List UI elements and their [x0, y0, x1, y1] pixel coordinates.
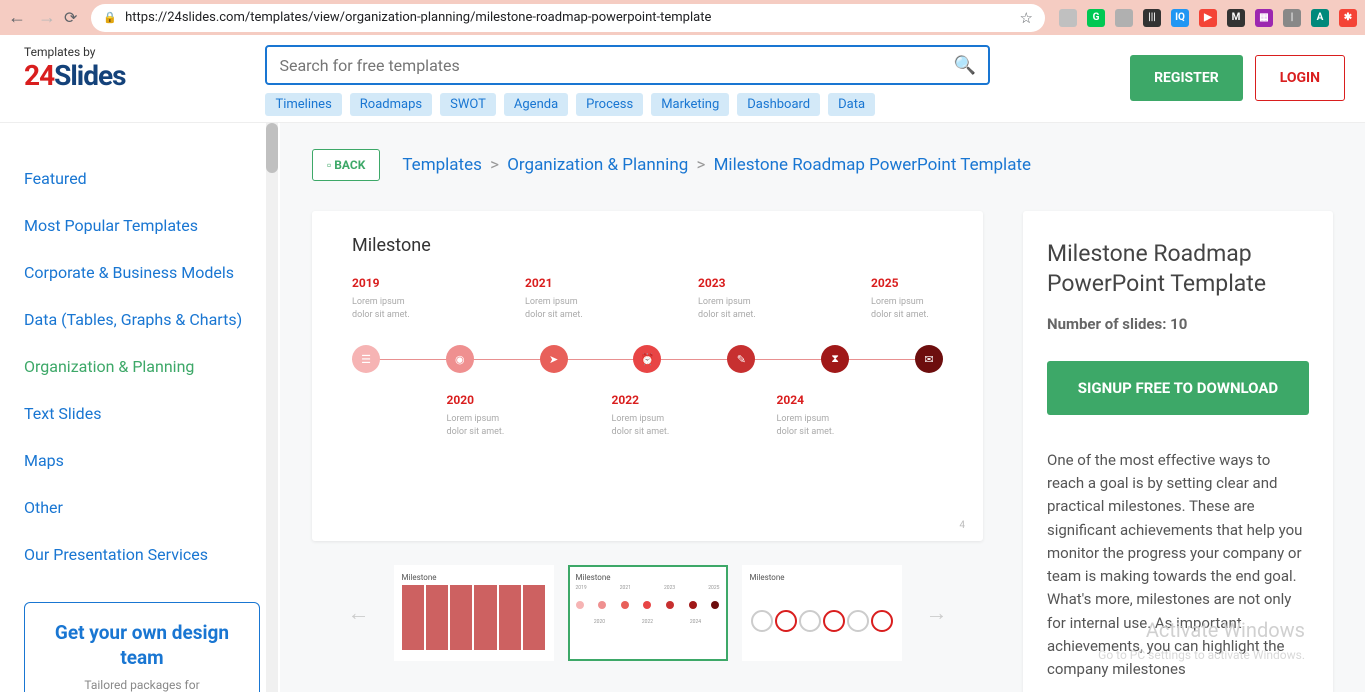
reload-icon[interactable]: ⟳: [64, 8, 77, 27]
timeline-dot-icon: ➤: [540, 345, 568, 373]
search-icon[interactable]: 🔍: [954, 55, 976, 76]
timeline-dot-icon: ◉: [446, 345, 474, 373]
filter-tag[interactable]: Marketing: [651, 93, 729, 116]
back-button[interactable]: ▫ BACK: [312, 149, 380, 181]
extension-icon[interactable]: M: [1227, 9, 1245, 27]
carousel-prev-icon[interactable]: ←: [338, 600, 380, 626]
timeline-item: 2024Lorem ipsum dolor sit amet.: [777, 393, 849, 438]
sidebar-item[interactable]: Most Popular Templates: [24, 202, 280, 249]
search-input[interactable]: [279, 56, 953, 75]
register-button[interactable]: REGISTER: [1130, 55, 1243, 101]
timeline-dot-icon: ⧗: [821, 345, 849, 373]
sidebar: FeaturedMost Popular TemplatesCorporate …: [0, 123, 280, 692]
browser-toolbar: ← → ⟳ 🔒 https://24slides.com/templates/v…: [0, 0, 1365, 35]
promo-box[interactable]: Get your own design team Tailored packag…: [24, 602, 260, 692]
back-icon[interactable]: ←: [8, 7, 26, 28]
sidebar-item[interactable]: Text Slides: [24, 390, 280, 437]
filter-tag[interactable]: Dashboard: [737, 93, 820, 116]
carousel-next-icon[interactable]: →: [916, 600, 958, 626]
extension-icons: G ||| IQ ▶ M ▦ | A ✱: [1059, 9, 1357, 27]
tag-row: Timelines Roadmaps SWOT Agenda Process Market…: [265, 93, 990, 116]
sidebar-scrollbar[interactable]: [266, 123, 278, 692]
crumb-current: Milestone Roadmap PowerPoint Template: [714, 155, 1031, 175]
filter-tag[interactable]: SWOT: [440, 93, 496, 116]
crumb-category[interactable]: Organization & Planning: [507, 155, 688, 175]
search-bar[interactable]: 🔍: [265, 45, 990, 85]
extension-icon[interactable]: G: [1087, 9, 1105, 27]
timeline-dot-icon: ☰: [352, 345, 380, 373]
timeline-item: 2019Lorem ipsum dolor sit amet.: [352, 276, 424, 321]
sidebar-item[interactable]: Data (Tables, Graphs & Charts): [24, 296, 280, 343]
extension-icon[interactable]: A: [1311, 9, 1329, 27]
crumb-templates[interactable]: Templates: [402, 155, 482, 175]
template-description: One of the most effective ways to reach …: [1047, 449, 1309, 682]
timeline-item: 2022Lorem ipsum dolor sit amet.: [612, 393, 684, 438]
extension-icon[interactable]: ▶: [1199, 9, 1217, 27]
filter-tag[interactable]: Agenda: [504, 93, 568, 116]
timeline-dot-icon: ⏰: [633, 345, 661, 373]
extension-icon[interactable]: |: [1283, 9, 1301, 27]
sidebar-item[interactable]: Maps: [24, 437, 280, 484]
thumbnail[interactable]: Milestone: [742, 565, 902, 661]
timeline-dot-icon: ✎: [727, 345, 755, 373]
timeline-item: 2023Lorem ipsum dolor sit amet.: [698, 276, 770, 321]
extension-icon[interactable]: ▦: [1255, 9, 1273, 27]
info-panel: Milestone Roadmap PowerPoint Template Nu…: [1023, 211, 1333, 692]
thumbnail-carousel: ← Milestone Milestone 2019202120232025: [312, 565, 983, 661]
thumbnail[interactable]: Milestone 2019202120232025 202020222024: [568, 565, 728, 661]
bookmark-star-icon[interactable]: ☆: [1020, 9, 1033, 27]
main-content: ▫ BACK Templates > Organization & Planni…: [280, 123, 1365, 692]
slide-title: Milestone: [352, 235, 943, 256]
timeline-item: 2021Lorem ipsum dolor sit amet.: [525, 276, 597, 321]
forward-icon[interactable]: →: [38, 7, 56, 28]
timeline-dot-icon: ✉: [915, 345, 943, 373]
filter-tag[interactable]: Data: [828, 93, 875, 116]
lock-icon: 🔒: [103, 11, 117, 24]
filter-tag[interactable]: Process: [576, 93, 643, 116]
thumbnail[interactable]: Milestone: [394, 565, 554, 661]
extension-icon[interactable]: [1059, 9, 1077, 27]
sidebar-item[interactable]: Featured: [24, 155, 280, 202]
timeline-item: 2025Lorem ipsum dolor sit amet.: [871, 276, 943, 321]
login-button[interactable]: LOGIN: [1255, 55, 1345, 101]
sidebar-item[interactable]: Corporate & Business Models: [24, 249, 280, 296]
sidebar-item[interactable]: Our Presentation Services: [24, 531, 280, 578]
site-header: Templates by 24Slides 🔍 Timelines Roadmap…: [0, 35, 1365, 123]
download-button[interactable]: SIGNUP FREE TO DOWNLOAD: [1047, 361, 1309, 415]
sidebar-item[interactable]: Organization & Planning: [24, 343, 280, 390]
sidebar-item[interactable]: Other: [24, 484, 280, 531]
extension-icon[interactable]: [1115, 9, 1133, 27]
template-title: Milestone Roadmap PowerPoint Template: [1047, 239, 1309, 299]
filter-tag[interactable]: Timelines: [265, 93, 341, 116]
extension-icon[interactable]: ✱: [1339, 9, 1357, 27]
slide-count: Number of slides: 10: [1047, 315, 1309, 333]
url-text: https://24slides.com/templates/view/orga…: [125, 10, 1011, 25]
logo[interactable]: Templates by 24Slides: [24, 45, 125, 92]
page-number: 4: [959, 520, 965, 531]
slide-preview: Milestone 2019Lorem ipsum dolor sit amet…: [312, 211, 983, 541]
extension-icon[interactable]: IQ: [1171, 9, 1189, 27]
address-bar[interactable]: 🔒 https://24slides.com/templates/view/or…: [91, 4, 1045, 32]
timeline-item: 2020Lorem ipsum dolor sit amet.: [447, 393, 519, 438]
extension-icon[interactable]: |||: [1143, 9, 1161, 27]
filter-tag[interactable]: Roadmaps: [350, 93, 432, 116]
breadcrumb: Templates > Organization & Planning > Mi…: [402, 155, 1031, 175]
